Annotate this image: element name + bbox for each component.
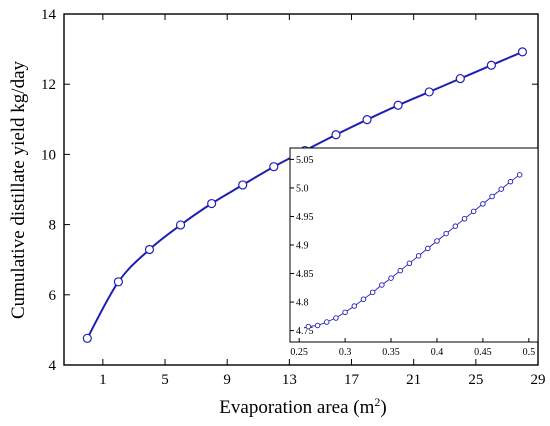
- main-data-point: [331, 130, 341, 140]
- inset-plot: 0.25 0.3 0.35 0.4 0.45 0.5 4.75 4.8 4.85 4.9 4.95 5…: [289, 147, 539, 358]
- x-tick-label: 25: [468, 372, 483, 388]
- inset-data-point: [434, 238, 440, 244]
- inset-data-point: [314, 322, 321, 329]
- main-data-point: [424, 87, 434, 97]
- inset-y-tick-label: 4.75: [296, 326, 314, 337]
- y-tick-label: 10: [41, 147, 56, 163]
- inset-data-point: [507, 178, 514, 185]
- inset-y-tick-label: 4.8: [296, 298, 309, 309]
- y-axis-title: Cumulative distillate yield kg/day: [8, 60, 29, 319]
- inset-data-point: [480, 201, 486, 207]
- inset-data-point: [452, 223, 459, 229]
- inset-data-point: [489, 193, 495, 200]
- main-data-point: [175, 220, 186, 230]
- y-tick-label: 8: [49, 218, 57, 234]
- x-axis-title: Evaporation area (m2): [219, 395, 386, 418]
- inset-data-point: [516, 172, 523, 178]
- main-data-point: [82, 333, 92, 343]
- x-tick-label: 5: [161, 372, 169, 388]
- inset-y-tick-label: 4.85: [296, 269, 314, 280]
- inset-data-point: [415, 253, 422, 259]
- main-data-point: [455, 73, 465, 84]
- inset-data-point: [425, 245, 431, 252]
- inset-data-point: [351, 303, 358, 309]
- main-data-point: [362, 115, 372, 125]
- inset-x-tick-label: 0.25: [290, 347, 308, 358]
- inset-data-point: [369, 289, 376, 296]
- inset-data-point: [406, 260, 413, 267]
- inset-data-point: [388, 275, 394, 281]
- main-data-point: [269, 162, 279, 172]
- inset-x-tick-label: 0.5: [523, 347, 536, 358]
- x-tick-label: 1: [99, 372, 107, 388]
- inset-data-point: [305, 323, 312, 330]
- inset-y-tick-label: 5.05: [296, 155, 314, 166]
- main-data-point: [486, 60, 496, 70]
- inset-data-point: [323, 319, 330, 325]
- inset-data-point: [397, 267, 403, 274]
- main-data-point: [238, 180, 248, 190]
- inset-data-point: [498, 186, 505, 192]
- main-data-point: [517, 47, 528, 57]
- inset-data-point: [461, 216, 468, 222]
- x-tick-label: 9: [223, 372, 231, 388]
- inset-y-tick-label: 5.0: [296, 183, 309, 194]
- main-data-point: [144, 244, 155, 255]
- inset-data-point: [470, 208, 477, 215]
- x-tick-label: 13: [282, 372, 297, 388]
- inset-y-tick-label: 4.9: [296, 241, 309, 252]
- inset-data-point: [342, 309, 348, 316]
- main-data-point: [113, 277, 123, 287]
- y-tick-label: 6: [49, 288, 57, 304]
- x-tick-label: 17: [344, 372, 360, 388]
- inset-data-point: [360, 296, 367, 302]
- main-data-point: [207, 198, 217, 209]
- inset-x-tick-label: 0.3: [339, 347, 352, 358]
- y-tick-label: 12: [41, 77, 56, 93]
- inset-x-tick-label: 0.45: [474, 347, 492, 358]
- main-data-point: [393, 100, 403, 110]
- x-tick-label: 29: [531, 372, 546, 388]
- inset-y-tick-label: 4.95: [296, 212, 314, 223]
- inset-frame: [289, 147, 539, 343]
- inset-x-tick-label: 0.4: [431, 347, 444, 358]
- y-tick-label: 14: [41, 7, 57, 23]
- inset-data-point: [379, 282, 385, 288]
- x-tick-label: 21: [406, 372, 421, 388]
- y-tick-label: 4: [49, 358, 57, 374]
- inset-data-point: [333, 315, 339, 321]
- inset-data-point: [443, 230, 449, 237]
- inset-x-tick-label: 0.35: [382, 347, 400, 358]
